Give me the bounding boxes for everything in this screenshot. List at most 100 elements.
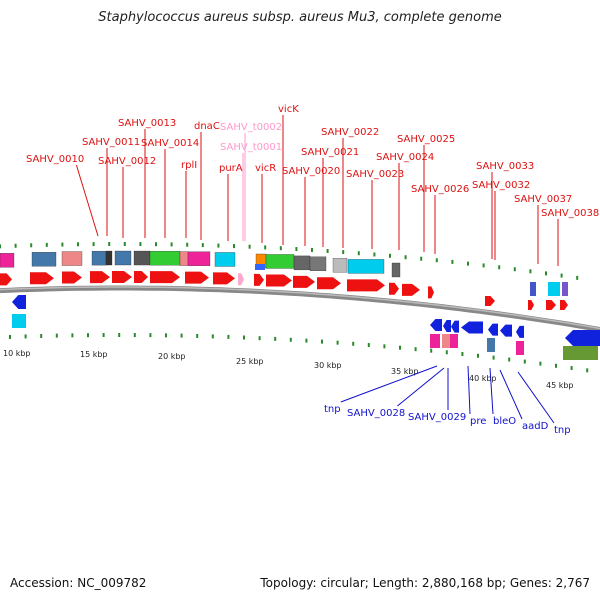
gene-label-rpli: rplI	[181, 160, 197, 171]
gene-arrow	[560, 300, 568, 310]
map-title: Staphylococcus aureus subsp. aureus Mu3,…	[98, 10, 502, 25]
leader-line	[517, 371, 555, 424]
gene-label-sahv_0014: SAHV_0014	[141, 138, 199, 149]
inner-tick-ring	[9, 333, 589, 373]
cog-box	[149, 250, 181, 266]
gene-label-pura: purA	[219, 163, 243, 174]
cog-box	[430, 334, 440, 348]
gene-label-aadd: aadD	[522, 421, 549, 432]
genome-stats-text: Topology: circular; Length: 2,880,168 bp…	[260, 576, 590, 590]
gene-label-pre: pre	[470, 416, 486, 427]
scale-label: 10 kbp	[3, 349, 31, 358]
scale-label: 35 kbp	[391, 367, 419, 376]
reverse-cog-boxes	[12, 314, 598, 360]
gene-arrow	[347, 279, 385, 292]
gene-arrow	[150, 271, 180, 284]
gene-label-sahv_0029: SAHV_0029	[408, 412, 466, 423]
reverse-gene-labels: tnp SAHV_0028 SAHV_0029 pre bleO aadD tnp	[324, 365, 571, 436]
gene-label-sahv_0022: SAHV_0022	[321, 127, 379, 138]
gene-arrow	[185, 271, 209, 284]
leader-line	[340, 365, 438, 403]
cog-box	[332, 258, 348, 273]
gene-arrow	[30, 272, 54, 285]
leader-line	[397, 367, 445, 407]
gene-arrow	[428, 286, 434, 299]
gene-arrow	[254, 273, 264, 286]
gene-label-sahv_0024: SAHV_0024	[376, 152, 434, 163]
cog-box	[114, 250, 132, 266]
gene-label-sahv_0038: SAHV_0038	[541, 208, 599, 219]
gene-arrow	[430, 319, 442, 331]
gene-arrow	[0, 273, 12, 286]
gene-arrow	[134, 271, 148, 284]
gene-label-sahv_0037: SAHV_0037	[514, 194, 572, 205]
gene-arrow	[528, 300, 534, 310]
backbone-line	[0, 285, 600, 332]
cog-box	[179, 251, 189, 266]
cog-box	[12, 314, 26, 328]
scale-label: 40 kbp	[469, 374, 497, 383]
gene-arrow	[500, 324, 512, 337]
backbone-highlight	[0, 286, 600, 330]
gene-arrow	[488, 323, 498, 336]
cog-box	[562, 282, 568, 296]
leader-line	[499, 369, 523, 420]
cog-box	[347, 259, 385, 274]
gene-label-vicr: vicR	[255, 163, 276, 174]
gene-arrow	[213, 272, 235, 285]
scale-label: 30 kbp	[314, 361, 342, 370]
cog-box	[391, 262, 401, 278]
forward-gene-labels: SAHV_0010 SAHV_0011 SAHV_0012 SAHV_0013 SAHV…	[26, 104, 599, 266]
gene-label-sahv_0026: SAHV_0026	[411, 184, 469, 195]
leader-line	[467, 365, 471, 415]
gene-arrow	[317, 277, 341, 290]
scale-label: 20 kbp	[158, 352, 186, 361]
gene-arrow	[402, 283, 420, 296]
cog-box	[487, 338, 495, 352]
gene-arrow	[293, 275, 315, 288]
cog-box	[105, 250, 113, 266]
gene-arrow	[62, 271, 82, 284]
gene-arrow	[516, 325, 524, 338]
gene-label-sahv_0032: SAHV_0032	[472, 180, 530, 191]
cog-box	[214, 252, 236, 267]
gene-label-sahv_0011: SAHV_0011	[82, 137, 140, 148]
gene-label-sahv_0013: SAHV_0013	[118, 118, 176, 129]
gene-arrow	[546, 300, 556, 310]
scale-labels: 10 kbp 15 kbp 20 kbp 25 kbp 30 kbp 35 kbp 40 k…	[3, 349, 574, 390]
cog-box	[450, 334, 458, 348]
genome-backbone	[0, 285, 600, 332]
gene-arrow	[485, 296, 495, 306]
gene-arrow	[389, 282, 399, 295]
cog-box	[187, 251, 211, 266]
cog-box	[61, 251, 83, 266]
gene-label-sahv_0025: SAHV_0025	[397, 134, 455, 145]
gene-arrow	[461, 321, 483, 334]
gene-arrow	[12, 295, 26, 309]
gene-label-sahv_t0002: SAHV_t0002	[220, 122, 282, 133]
gene-label-sahv_t0001: SAHV_t0001	[220, 142, 282, 153]
accession-text: Accession: NC_009782	[10, 576, 147, 590]
outer-tick-ring	[0, 242, 579, 280]
cog-box	[133, 250, 151, 266]
gene-label-sahv_0021: SAHV_0021	[301, 147, 359, 158]
cog-box	[530, 282, 536, 296]
gene-arrow	[443, 320, 451, 333]
scale-label: 15 kbp	[80, 350, 108, 359]
scale-label: 45 kbp	[546, 381, 574, 390]
cog-category-boxes	[0, 250, 568, 296]
gene-label-tnp: tnp	[554, 425, 571, 436]
gene-label-sahv_0012: SAHV_0012	[98, 156, 156, 167]
gene-label-tnp: tnp	[324, 404, 341, 415]
cog-box	[442, 334, 450, 348]
cog-box	[0, 253, 15, 268]
cog-box	[293, 255, 311, 271]
reverse-strand-genes	[12, 295, 600, 346]
gene-label-vick: vicK	[278, 104, 299, 115]
gene-label-sahv_0020: SAHV_0020	[282, 166, 340, 177]
gene-arrow	[451, 320, 459, 333]
gene-arrow	[90, 271, 110, 284]
cog-box	[265, 254, 295, 269]
gene-label-sahv_0028: SAHV_0028	[347, 408, 405, 419]
